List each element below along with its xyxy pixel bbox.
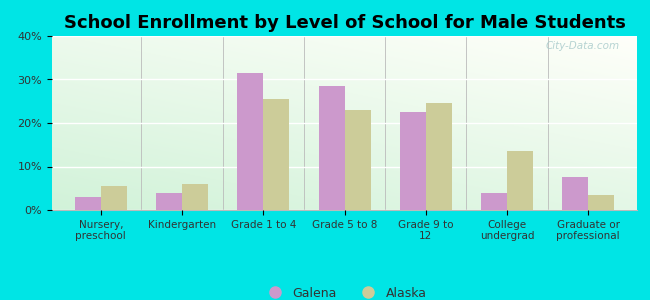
Legend: Galena, Alaska: Galena, Alaska	[257, 282, 432, 300]
Bar	[237, 73, 263, 210]
Bar	[507, 151, 533, 210]
Bar	[562, 177, 588, 210]
Bar	[156, 193, 182, 210]
Bar	[75, 197, 101, 210]
Bar	[101, 186, 127, 210]
Bar	[588, 195, 614, 210]
Bar	[400, 112, 426, 210]
Bar	[263, 99, 289, 210]
Text: City-Data.com: City-Data.com	[545, 41, 619, 51]
Title: School Enrollment by Level of School for Male Students: School Enrollment by Level of School for…	[64, 14, 625, 32]
Bar	[344, 110, 370, 210]
Bar	[426, 103, 452, 210]
Bar	[182, 184, 208, 210]
Bar	[481, 193, 507, 210]
Bar	[318, 86, 344, 210]
